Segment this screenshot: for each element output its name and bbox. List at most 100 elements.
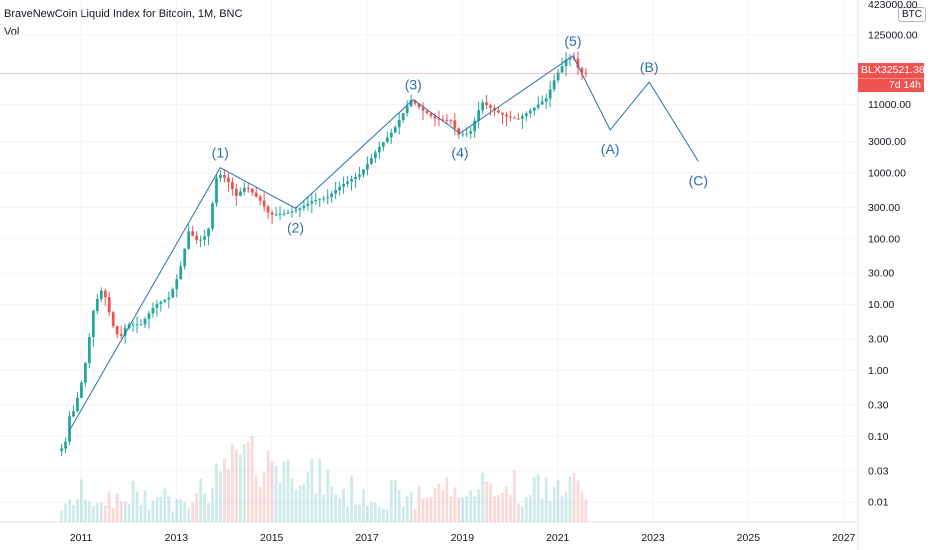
volume-bar	[528, 495, 532, 522]
volume-bar	[282, 461, 286, 522]
candle-body	[421, 107, 425, 111]
volume-bar	[219, 471, 222, 522]
volume-bar	[544, 477, 548, 522]
candle-body	[377, 146, 381, 153]
candle-body	[135, 324, 139, 326]
wave-label: (B)	[640, 59, 659, 75]
price-tag-symbol: BLX	[861, 64, 881, 76]
candle-body	[433, 115, 437, 119]
volume-bar	[191, 502, 195, 522]
candle-body	[425, 110, 429, 114]
candle-body	[270, 212, 274, 215]
candle-body	[437, 118, 441, 120]
volume-bar	[429, 496, 433, 522]
volume-bar	[393, 480, 397, 522]
candle-body	[532, 107, 536, 111]
candle-body	[401, 113, 405, 121]
price-tick-label: 0.01	[868, 497, 889, 509]
volume-bar	[171, 511, 175, 522]
candle-body	[564, 59, 568, 67]
candle-body	[389, 132, 393, 138]
candle-body	[234, 188, 238, 196]
volume-bar	[580, 492, 584, 522]
volume-bar	[274, 465, 278, 522]
candle-body	[322, 198, 326, 200]
volume-bar	[473, 496, 477, 522]
candle-body	[354, 176, 357, 180]
volume-bar	[183, 502, 187, 522]
candle-body	[501, 112, 504, 115]
time-tick-label: 2021	[546, 532, 570, 544]
candle-body	[445, 119, 449, 121]
volume-bar	[493, 496, 496, 522]
candle-body	[266, 206, 270, 213]
volume-bar	[230, 444, 234, 522]
volume-bar	[91, 505, 95, 522]
candle-body	[87, 337, 91, 364]
candle-body	[107, 297, 111, 313]
candle-body	[72, 411, 75, 417]
candle-body	[548, 89, 552, 99]
candle-body	[155, 303, 159, 308]
candle-body	[346, 181, 349, 184]
candle-body	[516, 118, 520, 120]
elliott-wave-lines	[68, 55, 699, 432]
volume-bar	[151, 499, 155, 522]
volume-bar	[147, 509, 151, 522]
candle-body	[274, 214, 278, 216]
candle-body	[147, 313, 151, 319]
volume-bar	[199, 478, 202, 522]
volume-bar	[405, 496, 409, 522]
candle-body	[556, 72, 560, 81]
volume-bar	[453, 487, 457, 522]
candle-body	[310, 201, 314, 204]
candle-body	[385, 137, 389, 143]
volume-bar	[326, 469, 330, 522]
volume-bar	[520, 506, 524, 522]
candle-body	[278, 214, 282, 216]
wave-label: (C)	[689, 172, 708, 188]
candle-body	[227, 177, 230, 183]
grid-lines	[0, 0, 859, 550]
volume-bar	[203, 493, 206, 522]
candle-body	[219, 175, 222, 178]
volume-bar	[485, 481, 488, 522]
volume-bar	[223, 458, 226, 522]
volume-bar	[346, 506, 349, 522]
volume-bar	[489, 483, 492, 522]
volume-bar	[286, 459, 290, 522]
wave-label: (A)	[601, 141, 620, 157]
volume-bar	[84, 499, 87, 522]
wave-label: (1)	[212, 145, 229, 161]
volume-bar	[250, 436, 254, 522]
candle-body	[171, 289, 175, 298]
volume-bar	[322, 495, 326, 522]
candle-body	[580, 67, 584, 73]
volume-bar	[548, 500, 552, 522]
candle-body	[211, 203, 214, 229]
candle-body	[76, 397, 79, 412]
time-tick-label: 2019	[451, 532, 475, 544]
candle-body	[139, 324, 143, 326]
volume-bar	[143, 490, 147, 522]
currency-unit-badge[interactable]: BTC	[898, 7, 926, 22]
candle-body	[350, 179, 353, 182]
candle-body	[449, 120, 453, 122]
candle-body	[191, 231, 195, 236]
volume-bar	[509, 495, 512, 522]
candle-body	[250, 188, 254, 193]
candle-body	[95, 299, 99, 312]
volume-bar	[505, 486, 508, 522]
volume-bar	[95, 502, 99, 522]
volume-bar	[290, 478, 294, 522]
candle-body	[326, 197, 330, 199]
time-tick-label: 2017	[355, 532, 379, 544]
volume-bar	[437, 483, 441, 522]
volume-bar	[501, 493, 504, 522]
volume-bar	[385, 509, 389, 522]
volume-bar	[234, 449, 238, 522]
volume-bar	[469, 490, 473, 522]
candle-body	[381, 142, 385, 147]
volume-bar	[556, 479, 560, 522]
